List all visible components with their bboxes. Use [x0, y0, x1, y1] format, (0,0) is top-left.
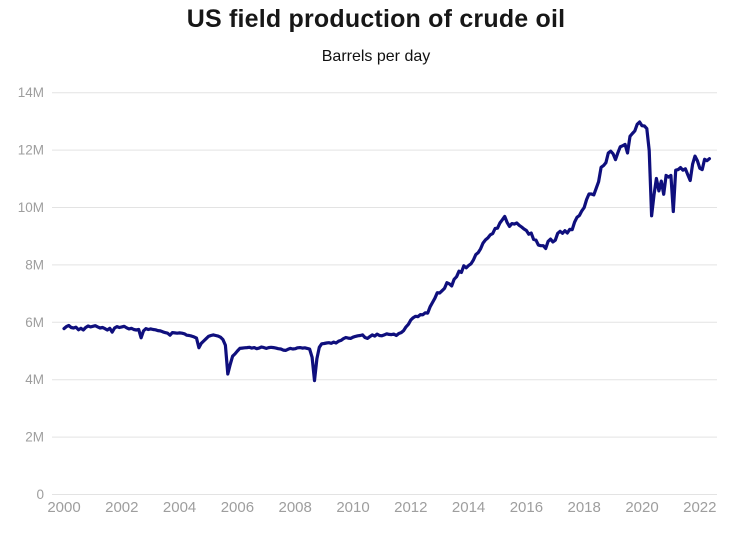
y-axis-tick-label: 0: [36, 487, 44, 502]
chart-title: US field production of crude oil: [186, 5, 566, 33]
x-axis-tick-label: 2012: [394, 499, 427, 516]
x-axis-tick-label: 2002: [105, 499, 138, 516]
y-axis-tick-label: 10M: [18, 200, 44, 215]
x-axis-tick-label: 2008: [279, 499, 312, 516]
y-axis-tick-label: 4M: [25, 372, 44, 387]
x-axis-tick-label: 2010: [336, 499, 369, 516]
y-axis-tick-label: 8M: [25, 257, 44, 272]
x-axis-tick-label: 2016: [510, 499, 543, 516]
y-axis-tick-label: 6M: [25, 315, 44, 330]
x-axis-tick-label: 2004: [163, 499, 196, 516]
x-axis-tick-label: 2022: [683, 499, 716, 516]
y-axis-tick-label: 14M: [18, 85, 44, 100]
x-axis-tick-label: 2006: [221, 499, 254, 516]
x-axis-tick-label: 2018: [568, 499, 601, 516]
chart-subtitle: Barrels per day: [321, 48, 431, 65]
x-axis-tick-label: 2020: [625, 499, 658, 516]
y-axis-tick-label: 2M: [25, 430, 44, 445]
y-axis-tick-label: 12M: [18, 143, 44, 158]
production-line: [62, 120, 712, 383]
x-axis-tick-label: 2000: [47, 499, 80, 516]
x-axis-tick-label: 2014: [452, 499, 485, 516]
